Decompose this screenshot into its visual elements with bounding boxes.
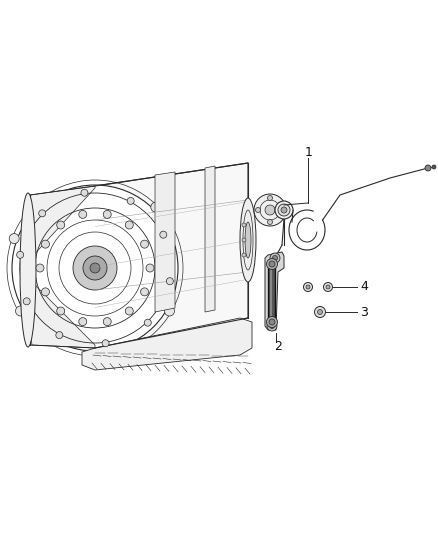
Circle shape [275,201,293,219]
Circle shape [42,240,49,248]
Text: 4: 4 [360,280,368,294]
Circle shape [23,298,30,305]
Circle shape [125,307,133,315]
Circle shape [318,310,322,314]
Ellipse shape [90,263,100,273]
Ellipse shape [245,222,251,258]
Circle shape [278,204,290,216]
Circle shape [151,202,161,212]
Text: 1: 1 [305,146,313,158]
Circle shape [42,288,49,296]
Circle shape [324,282,332,292]
Circle shape [103,318,111,326]
Circle shape [17,251,24,259]
Circle shape [79,318,87,326]
Circle shape [269,324,275,328]
Circle shape [266,317,278,327]
Circle shape [57,221,65,229]
Ellipse shape [254,194,286,226]
Polygon shape [155,172,175,312]
Circle shape [144,319,151,326]
Circle shape [255,207,261,213]
Circle shape [432,165,436,169]
Circle shape [267,321,277,331]
Circle shape [306,285,310,289]
Circle shape [281,207,287,213]
Ellipse shape [12,185,178,351]
Circle shape [279,207,285,213]
Ellipse shape [83,256,107,280]
Polygon shape [82,318,252,370]
Circle shape [326,285,330,289]
Circle shape [127,197,134,204]
Circle shape [102,340,109,347]
Circle shape [141,288,148,296]
Circle shape [141,240,148,248]
Circle shape [425,165,431,171]
Circle shape [268,220,272,224]
Circle shape [160,231,167,238]
Circle shape [269,261,275,267]
Polygon shape [265,252,284,330]
Polygon shape [20,186,95,270]
Ellipse shape [240,198,256,282]
Polygon shape [205,166,215,312]
Circle shape [15,306,25,316]
Circle shape [268,196,272,200]
Text: 3: 3 [360,305,368,319]
Circle shape [242,238,246,242]
Ellipse shape [20,193,36,347]
Circle shape [39,210,46,217]
Ellipse shape [265,205,275,215]
Circle shape [125,221,133,229]
Circle shape [314,306,325,318]
Circle shape [266,259,278,270]
Circle shape [9,233,19,244]
Circle shape [146,264,154,272]
Circle shape [103,211,111,219]
Circle shape [81,189,88,196]
Polygon shape [95,163,248,348]
Circle shape [36,264,44,272]
Circle shape [269,319,275,325]
Circle shape [166,278,173,285]
Circle shape [242,223,246,227]
Circle shape [79,211,87,219]
Circle shape [57,307,65,315]
Circle shape [56,332,63,338]
Circle shape [165,306,174,316]
Circle shape [242,253,246,257]
Circle shape [304,282,312,292]
Circle shape [272,255,278,261]
Polygon shape [22,272,95,348]
Ellipse shape [73,246,117,290]
Circle shape [270,253,280,263]
Text: 2: 2 [274,341,282,353]
